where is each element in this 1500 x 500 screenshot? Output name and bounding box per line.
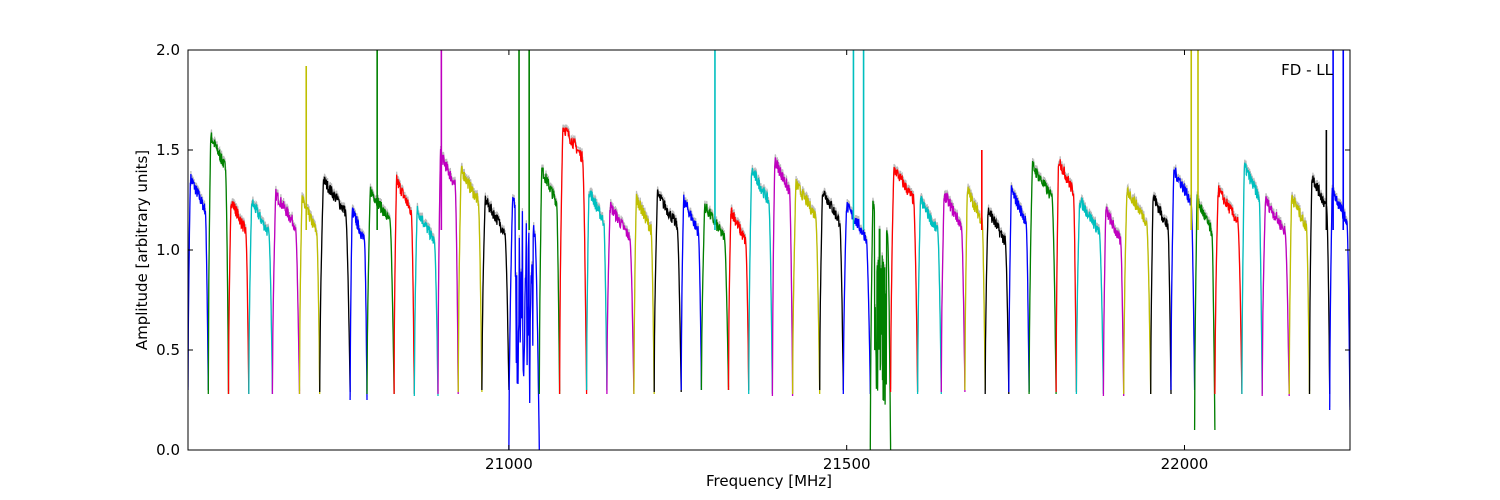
spectral-window-line xyxy=(727,207,750,391)
y-tick-label: 1.5 xyxy=(156,141,180,159)
background-trace xyxy=(508,193,540,448)
spectral-window-line xyxy=(1261,196,1290,397)
spectral-window-line xyxy=(791,178,821,395)
background-trace xyxy=(653,186,682,390)
background-trace xyxy=(633,190,655,392)
spectral-window-line xyxy=(1214,185,1243,395)
rfi-spikes xyxy=(305,50,1345,230)
background-trace xyxy=(1102,203,1125,394)
background-trace xyxy=(1075,194,1104,392)
spectral-window-line xyxy=(889,166,919,393)
spectral-window-line xyxy=(558,127,588,395)
background-trace xyxy=(1028,157,1057,392)
spectral-window-line xyxy=(188,173,209,391)
spectral-window-line xyxy=(1102,206,1125,397)
background-trace xyxy=(1008,182,1030,390)
spectral-window-line xyxy=(413,205,439,397)
spectral-window-line xyxy=(842,201,871,395)
background-trace xyxy=(393,171,415,392)
background-trace xyxy=(1214,182,1243,392)
spectral-window-line xyxy=(1288,194,1311,395)
spectral-window-line xyxy=(457,165,483,393)
x-tick-label: 22000 xyxy=(1161,455,1209,473)
spectral-window-line xyxy=(771,157,794,397)
spectral-window-line xyxy=(916,195,942,395)
spectral-window-line xyxy=(606,201,635,395)
background-trace xyxy=(538,164,561,392)
spectral-window-line xyxy=(984,207,1010,395)
background-trace xyxy=(413,202,439,394)
background-trace xyxy=(188,170,209,388)
background-trace xyxy=(940,189,966,390)
spectral-window-line xyxy=(653,189,682,393)
spectral-window-line xyxy=(1241,162,1263,395)
spectral-window-line xyxy=(481,195,510,391)
spectral-window-line xyxy=(1008,185,1030,393)
y-tick-label: 2.0 xyxy=(156,41,180,59)
background-trace xyxy=(1055,156,1077,390)
y-axis: 0.0 0.5 1.0 1.5 2.0 xyxy=(156,41,1350,459)
y-tick-label: 0.5 xyxy=(156,341,180,359)
plot-frame xyxy=(187,49,1351,451)
spectral-window-line xyxy=(349,207,368,401)
spectral-window-line xyxy=(869,200,892,450)
spectral-window-line xyxy=(748,167,774,395)
background-trace xyxy=(248,196,273,392)
x-axis-label: Frequency [MHz] xyxy=(706,472,832,490)
background-trace xyxy=(917,192,942,392)
spectral-window-line xyxy=(1150,194,1172,395)
spectral-window-line xyxy=(207,132,230,395)
background-trace xyxy=(586,187,608,388)
spectral-window-line xyxy=(508,196,540,450)
x-tick-label: 21000 xyxy=(485,455,533,473)
background-trace xyxy=(481,192,510,388)
background-trace xyxy=(1150,191,1172,392)
x-tick-label: 21500 xyxy=(823,455,871,473)
background-trace xyxy=(271,185,301,392)
spectral-window-line xyxy=(1075,196,1105,395)
y-tick-label: 1.0 xyxy=(156,241,180,259)
spectral-window-line xyxy=(393,174,415,395)
background-trace xyxy=(748,164,773,392)
spectral-window-line xyxy=(585,190,608,391)
spectral-window-line xyxy=(319,176,351,393)
background-trace xyxy=(1241,159,1263,392)
background-trace xyxy=(1123,183,1152,392)
background-trace xyxy=(727,204,750,388)
background-trace xyxy=(366,183,395,392)
spectral-windows xyxy=(188,127,1350,450)
spectral-window-line xyxy=(366,186,395,395)
background-trace xyxy=(680,191,702,388)
spectral-window-line xyxy=(227,201,250,395)
spectral-window-line xyxy=(538,167,561,395)
background-trace xyxy=(792,175,821,392)
background-trace xyxy=(319,173,351,390)
spectral-window-line xyxy=(680,194,703,391)
background-trace xyxy=(984,204,1010,392)
y-axis-label: Amplitude [arbitrary units] xyxy=(133,150,151,350)
background-trace xyxy=(842,199,871,392)
spectral-window-line xyxy=(633,193,655,395)
y-tick-label: 0.0 xyxy=(156,441,180,459)
background-trace xyxy=(1288,191,1311,392)
spectral-window-line xyxy=(819,190,844,391)
background-trace xyxy=(298,192,321,392)
background-trace xyxy=(1261,193,1290,394)
x-axis: 21000 21500 22000 xyxy=(485,50,1208,473)
background-trace xyxy=(819,187,844,388)
spectral-window-line xyxy=(271,188,301,395)
polarization-annotation: FD - LL xyxy=(1281,61,1333,79)
spectral-window-line xyxy=(1123,185,1152,395)
spectral-window-line xyxy=(940,192,966,393)
spectral-window-line xyxy=(248,199,274,395)
spectral-window-line xyxy=(298,195,321,395)
spectral-window-line xyxy=(1028,160,1057,395)
spectral-window-line xyxy=(1055,159,1078,393)
